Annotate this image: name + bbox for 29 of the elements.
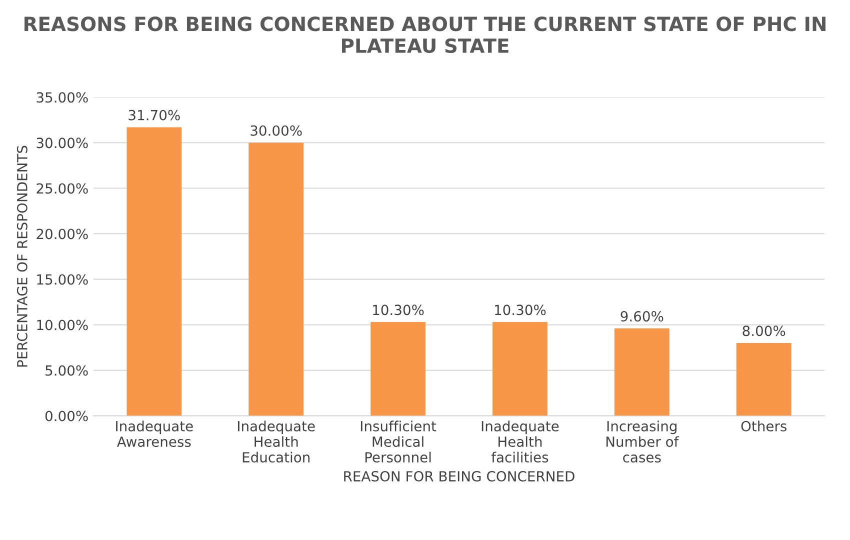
y-tick-label: 35.00%	[36, 92, 88, 103]
bar	[126, 127, 182, 416]
y-tick-label: 20.00%	[36, 228, 88, 240]
x-tick-label: Increasing Number of cases	[606, 420, 679, 463]
bar	[370, 322, 426, 416]
x-tick-label: Inadequate Awareness	[116, 420, 193, 447]
chart-title: REASONS FOR BEING CONCERNED ABOUT THE CURRENT STATE OF PHC IN PLATEAU STATE	[24, 16, 826, 54]
y-axis-title: PERCENTAGE OF RESPONDENTS	[16, 146, 28, 367]
y-tick-label: 15.00%	[37, 274, 88, 285]
data-label: 31.70%	[128, 110, 180, 120]
bar	[248, 142, 304, 416]
data-label: 9.60%	[620, 311, 664, 322]
bar	[492, 322, 548, 416]
bar	[736, 342, 792, 416]
x-axis-title: REASON FOR BEING CONCERNED	[344, 471, 574, 482]
x-tick-label: Inadequate Health Education	[238, 420, 315, 463]
y-tick-label: 5.00%	[46, 365, 88, 376]
data-label: 10.30%	[495, 304, 546, 316]
x-tick-label: Insufficient Medical Personnel	[360, 420, 436, 463]
data-label: 10.30%	[373, 304, 424, 316]
data-label: 30.00%	[250, 125, 302, 136]
x-tick-label: Others	[741, 420, 786, 432]
y-tick-label: 10.00%	[37, 320, 88, 330]
x-tick-label: Inadequate Health facilities	[482, 420, 559, 463]
data-label: 8.00%	[742, 326, 786, 336]
y-tick-label: 30.00%	[36, 138, 88, 148]
y-tick-label: 0.00%	[45, 410, 88, 422]
y-tick-label: 25.00%	[36, 183, 88, 194]
bar	[614, 328, 670, 416]
